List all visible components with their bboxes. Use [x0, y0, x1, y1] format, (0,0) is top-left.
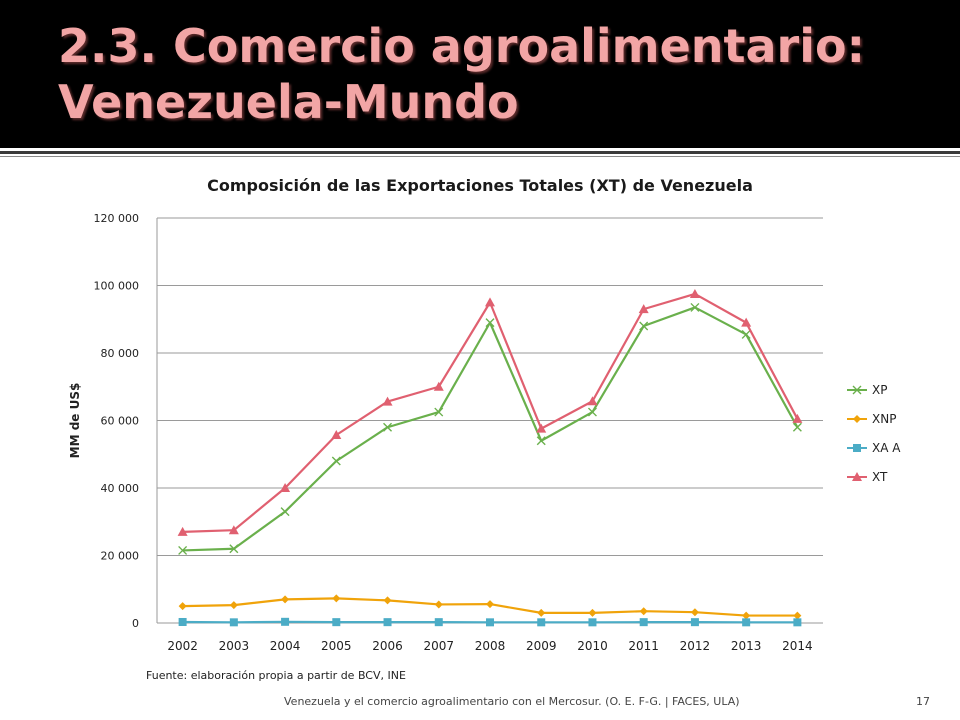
data-point-xaa [588, 618, 597, 627]
data-point-xnp [434, 600, 443, 609]
data-point-xaa [639, 618, 648, 627]
data-point-xp [434, 407, 444, 417]
title-divider-thin [0, 156, 960, 157]
legend-marker-xnp [853, 415, 861, 423]
data-point-xt [689, 288, 700, 298]
y-tick-label: 60 000 [101, 415, 140, 428]
x-tick-label: 2002 [167, 639, 198, 653]
data-point-xt [177, 526, 188, 536]
x-tick-label: 2009 [526, 639, 557, 653]
data-point-xnp [281, 595, 290, 604]
y-tick-label: 20 000 [101, 550, 140, 563]
data-point-xp [383, 422, 393, 432]
data-point-xp [280, 507, 290, 517]
data-point-xnp [742, 611, 751, 620]
chart-title: Composición de las Exportaciones Totales… [207, 176, 753, 195]
slide-title: 2.3. Comercio agroalimentario: Venezuela… [58, 19, 865, 129]
slide-footer: Venezuela y el comercio agroalimentario … [284, 695, 740, 708]
data-point-xnp [537, 608, 546, 617]
data-point-xp [331, 456, 341, 466]
data-point-xp [229, 544, 239, 554]
data-point-xt [536, 423, 547, 433]
page-number: 17 [916, 695, 930, 708]
data-point-xaa [281, 617, 290, 626]
data-point-xaa [332, 618, 341, 627]
data-point-xnp [178, 602, 187, 611]
data-point-xt [433, 381, 444, 391]
data-point-xt [485, 297, 495, 307]
series-line-xp [182, 306, 799, 552]
data-point-xnp [793, 611, 802, 620]
y-tick-label: 80 000 [101, 347, 140, 360]
x-tick-label: 2012 [680, 639, 711, 653]
data-point-xnp [229, 601, 238, 610]
data-point-xp [536, 436, 546, 446]
x-tick-label: 2003 [219, 639, 250, 653]
legend-marker-xt [852, 472, 862, 481]
y-axis-label: MM de US$ [68, 383, 82, 459]
data-point-xt [587, 396, 598, 406]
data-point-xnp [639, 607, 648, 616]
data-point-xt [382, 396, 393, 406]
data-point-xt [638, 304, 649, 314]
x-tick-label: 2006 [372, 639, 403, 653]
legend-marker-xaa [853, 444, 861, 452]
data-point-xnp [486, 600, 494, 609]
y-tick-label: 40 000 [101, 482, 140, 495]
legend-label-xnp: XNP [872, 412, 896, 426]
data-point-xnp [690, 608, 699, 617]
legend-label-xaa: XA A [872, 441, 901, 455]
title-divider [0, 151, 960, 154]
data-point-xaa [434, 618, 443, 627]
data-point-xaa [793, 618, 802, 627]
x-tick-label: 2004 [270, 639, 301, 653]
data-point-xnp [588, 608, 597, 617]
data-point-xnp [383, 596, 392, 605]
data-point-xp [741, 329, 751, 339]
data-point-xt [280, 483, 291, 492]
data-point-xt [792, 413, 803, 423]
data-point-xnp [332, 594, 341, 603]
data-point-xaa [229, 618, 238, 627]
data-point-xt [331, 430, 342, 440]
data-point-xaa [537, 618, 546, 627]
x-tick-label: 2011 [628, 639, 659, 653]
y-tick-label: 120 000 [94, 212, 140, 225]
data-point-xp [485, 318, 495, 328]
legend-label-xt: XT [872, 470, 888, 484]
title-bar [0, 0, 960, 148]
data-point-xaa [486, 618, 494, 627]
x-tick-label: 2010 [577, 639, 608, 653]
data-point-xp [792, 422, 802, 432]
data-point-xt [741, 317, 752, 327]
data-point-xp [690, 302, 700, 312]
x-tick-label: 2014 [782, 639, 813, 653]
y-tick-label: 0 [132, 617, 139, 630]
x-tick-label: 2005 [321, 639, 352, 653]
data-point-xaa [383, 618, 392, 627]
data-point-xp [587, 407, 597, 417]
data-point-xaa [690, 618, 699, 627]
legend-marker-xp [852, 385, 862, 395]
data-point-xaa [178, 617, 187, 626]
x-tick-label: 2013 [731, 639, 762, 653]
data-point-xaa [742, 618, 751, 627]
legend-label-xp: XP [872, 383, 887, 397]
x-tick-label: 2007 [423, 639, 454, 653]
series-line-xt [182, 292, 799, 533]
source-note: Fuente: elaboración propia a partir de B… [146, 669, 406, 682]
data-point-xp [639, 321, 649, 331]
data-point-xp [178, 545, 188, 555]
y-tick-label: 100 000 [94, 280, 140, 293]
x-tick-label: 2008 [475, 639, 506, 653]
data-point-xt [228, 525, 239, 535]
